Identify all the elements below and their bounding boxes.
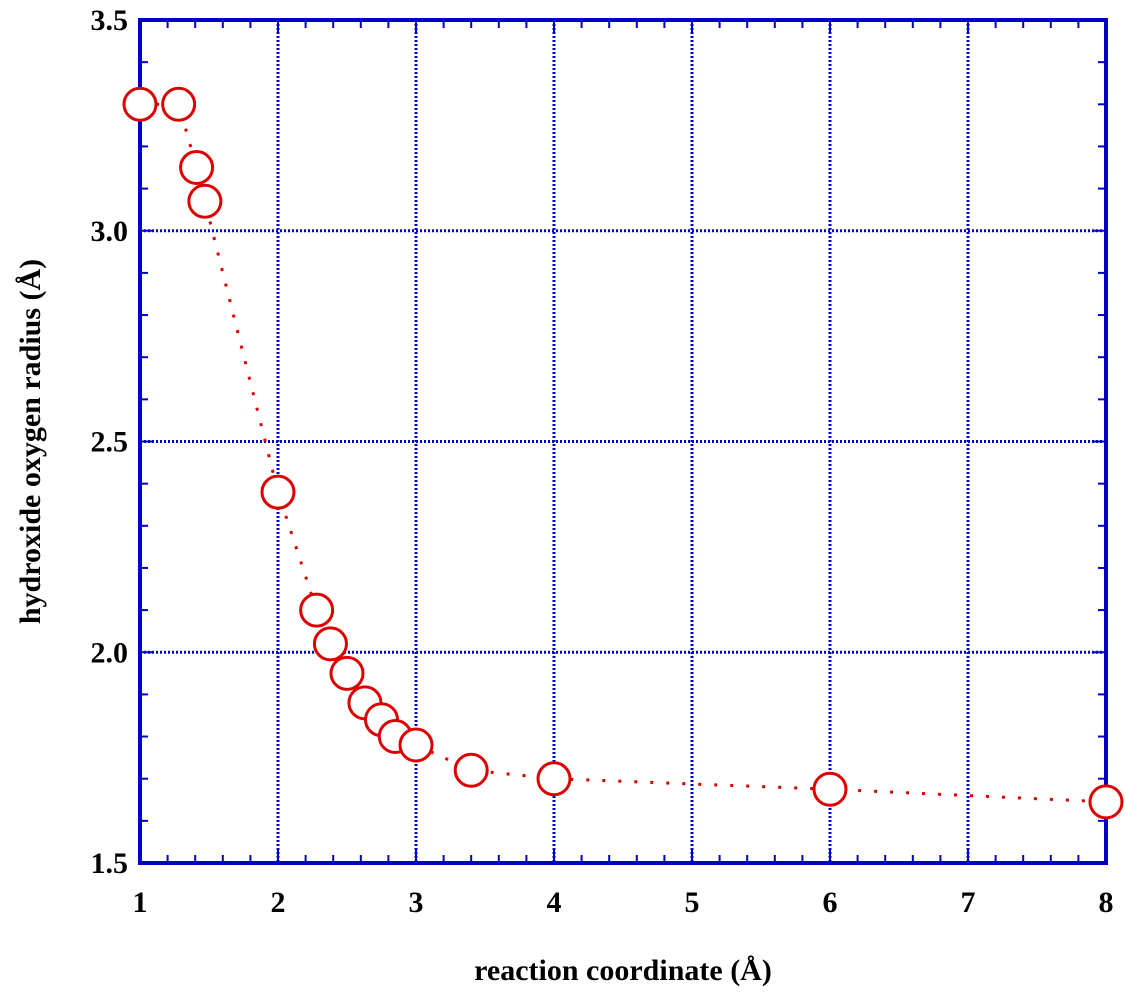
plot-area-frame	[138, 18, 1108, 865]
data-point	[812, 771, 848, 807]
x-tick-label: 1	[133, 886, 148, 919]
x-axis-title: reaction coordinate (Å)	[474, 954, 772, 987]
series-line	[140, 102, 1107, 804]
y-tick-label: 3.5	[91, 4, 129, 37]
grid	[140, 20, 1106, 863]
data-point	[329, 655, 365, 691]
data-point	[299, 592, 335, 628]
data-point	[122, 86, 158, 122]
data-series	[122, 86, 1124, 820]
x-tick-label: 8	[1099, 886, 1114, 919]
data-point	[179, 150, 215, 186]
data-point	[187, 183, 223, 219]
data-point	[260, 474, 296, 510]
y-tick-label: 3.0	[91, 215, 129, 248]
y-tick-label: 2.5	[91, 426, 129, 459]
data-point	[161, 86, 197, 122]
x-tick-label: 6	[823, 886, 838, 919]
data-point	[312, 626, 348, 662]
y-tick-label: 1.5	[91, 847, 129, 880]
data-point	[1088, 784, 1124, 820]
data-point	[453, 752, 489, 788]
x-tick-label: 2	[271, 886, 286, 919]
data-point	[536, 761, 572, 797]
data-point	[398, 727, 434, 763]
x-tick-label: 5	[685, 886, 700, 919]
y-axis-title: hydroxide oxygen radius (Å)	[14, 259, 47, 624]
y-tick-label: 2.0	[91, 636, 129, 669]
x-tick-labels: 1 2 3 4 5 6 7 8	[133, 886, 1114, 919]
x-tick-label: 7	[961, 886, 976, 919]
x-tick-label: 3	[409, 886, 424, 919]
y-tick-labels: 1.5 2.0 2.5 3.0 3.5	[91, 4, 129, 880]
x-tick-label: 4	[547, 886, 562, 919]
